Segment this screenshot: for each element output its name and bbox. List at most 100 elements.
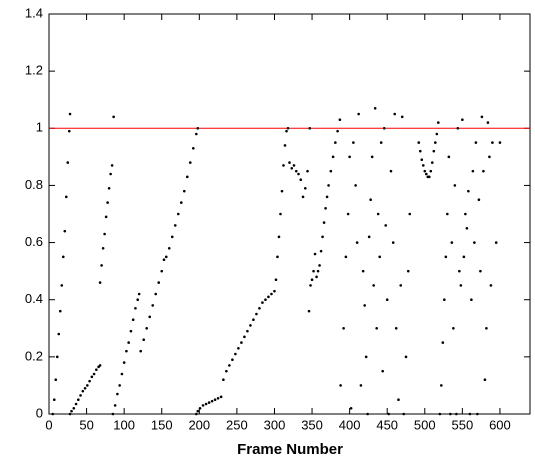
point bbox=[81, 389, 85, 393]
point bbox=[222, 378, 225, 382]
point bbox=[382, 126, 386, 130]
x-tick-label: 600 bbox=[489, 417, 511, 432]
point bbox=[473, 241, 476, 244]
point bbox=[418, 149, 422, 153]
point bbox=[101, 246, 105, 250]
point bbox=[113, 404, 117, 407]
point bbox=[321, 235, 324, 239]
point bbox=[494, 241, 498, 244]
point bbox=[118, 384, 121, 387]
y-tick-label: 0.2 bbox=[25, 348, 43, 363]
point bbox=[261, 301, 264, 304]
point bbox=[402, 412, 406, 416]
point bbox=[440, 384, 443, 387]
plot-frame bbox=[48, 13, 531, 415]
point bbox=[479, 269, 482, 273]
point bbox=[134, 306, 137, 310]
point bbox=[357, 112, 360, 116]
point bbox=[325, 195, 329, 199]
point bbox=[359, 384, 363, 387]
point bbox=[198, 406, 202, 410]
point bbox=[240, 341, 243, 344]
point bbox=[67, 129, 71, 133]
point bbox=[354, 184, 357, 187]
point bbox=[427, 175, 431, 179]
point bbox=[157, 281, 161, 284]
point bbox=[458, 269, 461, 273]
point bbox=[397, 398, 400, 402]
point bbox=[364, 355, 368, 359]
point bbox=[349, 406, 353, 410]
point bbox=[438, 412, 442, 416]
point bbox=[471, 169, 475, 173]
point bbox=[164, 255, 168, 259]
point bbox=[373, 106, 377, 110]
x-tick-label: 100 bbox=[113, 417, 135, 432]
y-tick-label: 1.2 bbox=[25, 63, 43, 78]
point bbox=[279, 212, 282, 216]
point bbox=[421, 164, 425, 167]
point bbox=[344, 255, 348, 259]
point bbox=[249, 324, 252, 327]
point bbox=[255, 312, 258, 316]
point bbox=[98, 281, 102, 284]
point bbox=[98, 364, 102, 367]
point bbox=[361, 269, 365, 273]
y-tick-label: 0.8 bbox=[25, 177, 43, 192]
point bbox=[210, 399, 214, 403]
point bbox=[372, 284, 375, 287]
point bbox=[61, 255, 65, 259]
point bbox=[483, 378, 487, 382]
point bbox=[313, 252, 317, 256]
point bbox=[92, 372, 96, 376]
point bbox=[285, 129, 288, 133]
point bbox=[173, 224, 177, 227]
x-tick-label: 0 bbox=[45, 417, 52, 432]
point bbox=[182, 189, 186, 193]
point bbox=[303, 186, 307, 190]
point bbox=[195, 412, 198, 416]
point bbox=[213, 398, 217, 402]
point bbox=[470, 298, 473, 302]
point bbox=[106, 201, 109, 204]
point bbox=[366, 412, 369, 416]
point bbox=[352, 141, 355, 144]
point bbox=[100, 264, 103, 267]
point bbox=[280, 189, 284, 193]
point bbox=[234, 352, 237, 356]
point bbox=[127, 341, 130, 344]
point bbox=[292, 164, 296, 167]
point bbox=[489, 284, 493, 287]
point bbox=[444, 255, 448, 259]
point bbox=[167, 246, 171, 250]
point bbox=[88, 379, 91, 383]
point bbox=[195, 132, 198, 136]
point bbox=[301, 195, 305, 199]
point bbox=[225, 369, 228, 373]
point bbox=[79, 394, 82, 397]
point bbox=[446, 212, 449, 216]
point bbox=[299, 178, 303, 182]
point bbox=[145, 326, 149, 330]
y-tick-label: 0.4 bbox=[25, 291, 43, 306]
point bbox=[389, 169, 393, 173]
point bbox=[467, 189, 470, 193]
point bbox=[179, 201, 183, 204]
point bbox=[455, 412, 458, 416]
point bbox=[406, 269, 410, 273]
point bbox=[429, 169, 433, 173]
point bbox=[204, 402, 208, 406]
point bbox=[375, 326, 378, 330]
point bbox=[346, 212, 350, 216]
point bbox=[72, 406, 76, 410]
point bbox=[342, 326, 345, 330]
point bbox=[109, 172, 112, 176]
point bbox=[151, 304, 155, 307]
point bbox=[125, 349, 128, 353]
point bbox=[120, 372, 124, 376]
point bbox=[308, 126, 312, 130]
point bbox=[64, 195, 68, 199]
point bbox=[112, 115, 115, 119]
point bbox=[201, 404, 205, 407]
point bbox=[324, 206, 327, 210]
